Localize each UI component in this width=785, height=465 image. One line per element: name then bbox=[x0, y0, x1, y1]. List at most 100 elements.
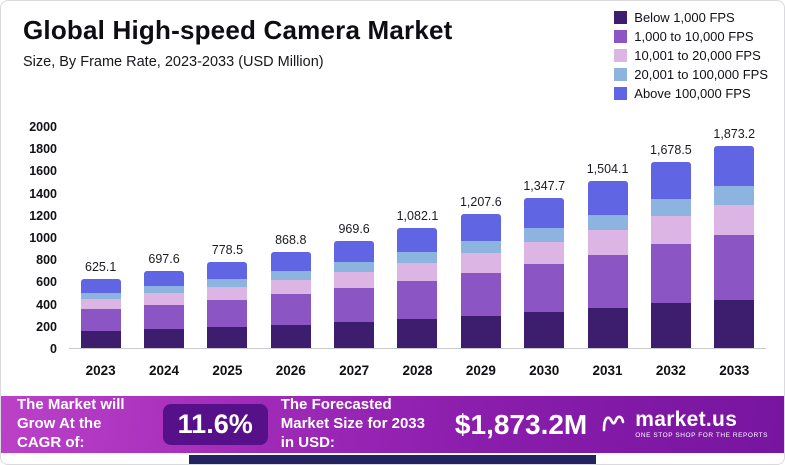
bar-column: 625.1 bbox=[69, 127, 132, 348]
x-tick-label: 2024 bbox=[149, 363, 180, 378]
bar-total-label: 778.5 bbox=[211, 242, 244, 257]
x-axis: 2023 2024 2025 2026 2027 2028 2029 2030 2031 2032… bbox=[69, 357, 766, 379]
bar-segment bbox=[460, 252, 501, 273]
stacked-bar bbox=[144, 270, 185, 348]
bar-segment bbox=[334, 240, 375, 263]
bar-segment bbox=[207, 286, 248, 300]
bar-column: 1,678.5 bbox=[639, 127, 702, 348]
bar-segment bbox=[270, 270, 311, 280]
chart-title: Global High-speed Camera Market bbox=[23, 15, 453, 45]
bar-segment bbox=[524, 198, 565, 229]
bar-segment bbox=[334, 287, 375, 323]
cagr-value-badge: 11.6% bbox=[162, 404, 268, 445]
bar-segment bbox=[714, 234, 755, 300]
x-tick-label: 2029 bbox=[465, 363, 496, 378]
stacked-bar bbox=[587, 181, 628, 348]
bar-total-label: 969.6 bbox=[338, 221, 370, 236]
bar-segment bbox=[144, 329, 185, 348]
bar-segment bbox=[207, 278, 248, 287]
x-tick-label: 2026 bbox=[275, 363, 306, 378]
bar-segment bbox=[270, 324, 311, 348]
stacked-bar bbox=[524, 198, 565, 348]
bar-total-label: 868.8 bbox=[275, 232, 307, 247]
bar-segment bbox=[80, 298, 121, 310]
bar-column: 778.5 bbox=[196, 127, 259, 348]
bar-segment bbox=[460, 272, 501, 316]
y-tick-label: 1200 bbox=[29, 208, 57, 223]
bar-segment bbox=[270, 294, 311, 325]
cagr-label: The Market will Grow At the CAGR of: bbox=[17, 396, 125, 451]
bar-segment bbox=[714, 146, 755, 187]
bar-segment bbox=[460, 240, 501, 253]
bar-total-label: 1,678.5 bbox=[650, 142, 692, 157]
y-tick-label: 800 bbox=[36, 253, 57, 268]
bar-segment bbox=[80, 292, 121, 299]
legend: Below 1,000 FPS 1,000 to 10,000 FPS 10,001… bbox=[614, 10, 768, 101]
bar-column: 1,207.6 bbox=[449, 127, 512, 348]
bar-segment bbox=[650, 199, 691, 216]
y-axis: 0 200 400 600 800 1000 1200 1400 1600 1800 2000 bbox=[17, 120, 61, 356]
y-tick-label: 1800 bbox=[29, 142, 57, 157]
forecast-value: $1,873.2M bbox=[454, 408, 588, 440]
bar-segment bbox=[714, 204, 755, 235]
bar-segment bbox=[80, 309, 121, 332]
bar-column: 1,347.7 bbox=[513, 127, 576, 348]
x-tick-label: 2027 bbox=[339, 363, 370, 378]
bar-column: 697.6 bbox=[132, 127, 195, 348]
bar-segment bbox=[207, 299, 248, 328]
bar-segment bbox=[650, 303, 691, 348]
bar-segment bbox=[587, 229, 628, 255]
legend-swatch bbox=[614, 49, 628, 62]
bar-total-label: 1,504.1 bbox=[586, 162, 629, 177]
bar-column: 1,082.1 bbox=[386, 127, 449, 348]
bar-segment bbox=[144, 304, 185, 330]
bar-segment bbox=[80, 278, 121, 293]
bar-segment bbox=[714, 299, 755, 348]
bar-total-label: 1,082.1 bbox=[396, 209, 439, 224]
bar-total-label: 625.1 bbox=[85, 259, 117, 274]
bar-segment bbox=[80, 331, 121, 348]
footer-banner: The Market will Grow At the CAGR of: 11.… bbox=[1, 396, 784, 453]
bar-segment bbox=[524, 228, 565, 242]
chart-area: 0 200 400 600 800 1000 1200 1400 1600 1800 2000 62… bbox=[17, 117, 768, 379]
bar-segment bbox=[397, 319, 438, 348]
bar-segment bbox=[587, 181, 628, 215]
legend-label: 1,000 to 10,000 FPS bbox=[634, 29, 754, 44]
x-tick-label: 2028 bbox=[402, 363, 433, 378]
brand-logo: market.us ONE STOP SHOP FOR THE REPORTS bbox=[600, 408, 768, 441]
bar-segment bbox=[397, 252, 438, 263]
bar-segment bbox=[397, 280, 438, 320]
legend-item: Above 100,000 FPS bbox=[614, 86, 768, 101]
bar-segment bbox=[270, 251, 311, 271]
y-tick-label: 600 bbox=[36, 275, 57, 290]
chart-header: Global High-speed Camera Market Size, By… bbox=[23, 15, 453, 70]
legend-swatch bbox=[614, 30, 628, 43]
brand-tagline: ONE STOP SHOP FOR THE REPORTS bbox=[635, 432, 768, 440]
stacked-bar bbox=[80, 278, 121, 348]
bar-segment bbox=[207, 327, 248, 348]
stacked-bar bbox=[270, 251, 311, 348]
bar-segment bbox=[524, 312, 565, 348]
legend-item: 1,000 to 10,000 FPS bbox=[614, 29, 768, 44]
bar-segment bbox=[650, 243, 691, 304]
brand-wordmark: market.us ONE STOP SHOP FOR THE REPORTS bbox=[635, 409, 768, 440]
bar-segment bbox=[334, 322, 375, 348]
bar-segment bbox=[524, 241, 565, 265]
bar-segment bbox=[714, 186, 755, 205]
legend-item: 20,001 to 100,000 FPS bbox=[614, 67, 768, 82]
forecast-label: The Forecasted Market Size for 2033 in U… bbox=[280, 396, 425, 451]
y-tick-label: 400 bbox=[36, 297, 57, 312]
bar-total-label: 1,347.7 bbox=[523, 179, 566, 194]
x-tick-label: 2031 bbox=[592, 363, 623, 378]
bar-segment bbox=[650, 215, 691, 244]
legend-label: 20,001 to 100,000 FPS bbox=[634, 67, 768, 82]
x-tick-label: 2030 bbox=[529, 363, 560, 378]
legend-item: 10,001 to 20,000 FPS bbox=[614, 48, 768, 63]
bottom-area bbox=[1, 453, 784, 464]
legend-label: Above 100,000 FPS bbox=[634, 86, 751, 101]
bar-total-label: 1,207.6 bbox=[459, 194, 502, 209]
bar-column: 1,504.1 bbox=[576, 127, 639, 348]
y-tick-label: 1600 bbox=[29, 164, 57, 179]
bar-total-label: 1,873.2 bbox=[713, 127, 756, 141]
